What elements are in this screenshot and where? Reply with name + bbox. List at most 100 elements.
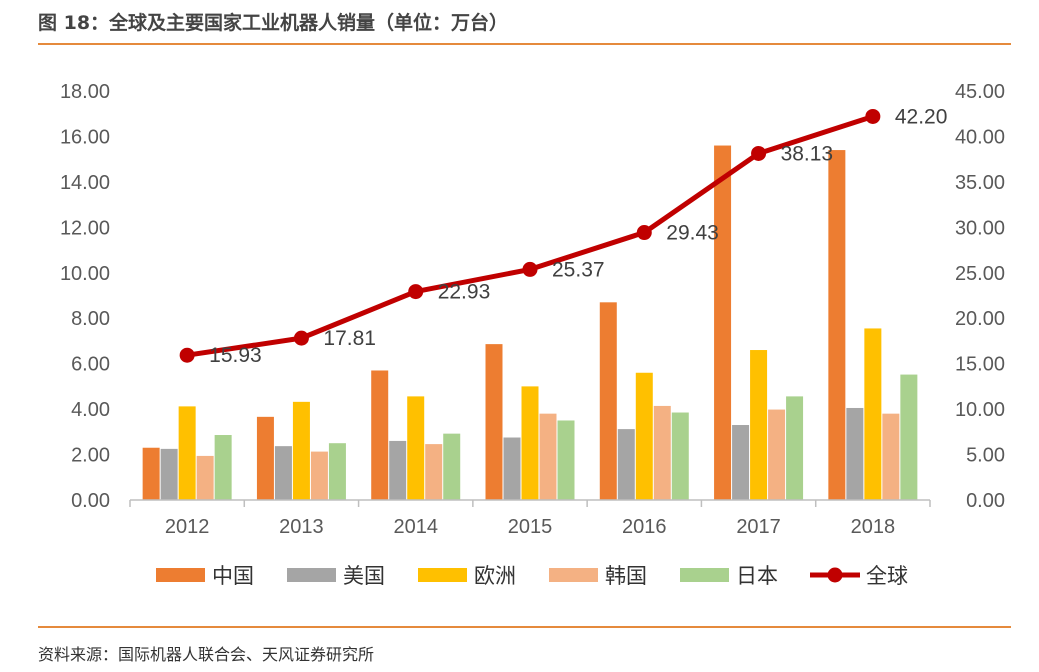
bar-中国-2017 — [714, 145, 732, 501]
source-note: 资料来源：国际机器人联合会、天风证券研究所 — [38, 645, 375, 664]
legend-swatch-中国 — [156, 568, 205, 582]
legend: 中国 美国 欧洲 韩国 日本 全球 — [156, 564, 908, 588]
category-label: 2014 — [393, 516, 438, 538]
bar-美国-2012 — [160, 448, 178, 500]
category-label: 2018 — [851, 516, 896, 538]
bar-美国-2015 — [503, 437, 521, 500]
left-tick-label: 6.00 — [71, 354, 110, 376]
global-line-series: 15.93 17.81 22.93 25.37 29.43 38.13 42.20 — [179, 105, 948, 367]
bar-日本-2015 — [557, 420, 575, 500]
bar-美国-2013 — [274, 446, 292, 500]
bar-欧洲-2017 — [750, 350, 768, 500]
legend-swatch-日本 — [680, 568, 729, 582]
bar-韩国-2016 — [653, 405, 671, 500]
right-tick-label: 5.00 — [966, 445, 1005, 467]
bar-欧洲-2016 — [635, 372, 653, 500]
legend-label: 美国 — [343, 564, 385, 588]
left-tick-label: 14.00 — [60, 172, 110, 194]
legend-label: 全球 — [866, 564, 908, 588]
global-point-2014 — [408, 284, 424, 300]
left-tick-label: 4.00 — [71, 399, 110, 421]
category-label: 2012 — [165, 516, 210, 538]
bar-韩国-2013 — [310, 451, 328, 500]
right-tick-label: 0.00 — [966, 490, 1005, 512]
global-point-2013 — [293, 330, 309, 346]
bar-日本-2014 — [443, 433, 461, 500]
left-tick-label: 8.00 — [71, 308, 110, 330]
right-tick-label: 30.00 — [955, 217, 1005, 239]
legend-swatch-韩国 — [549, 568, 598, 582]
global-data-label: 25.37 — [552, 258, 605, 281]
right-tick-label: 40.00 — [955, 126, 1005, 148]
global-line — [184, 113, 876, 358]
legend-label: 韩国 — [605, 564, 647, 588]
left-axis-ticks: 0.00 2.00 4.00 6.00 8.00 10.00 12.00 14.00 16.00… — [60, 81, 110, 512]
figure-title: 图 18：全球及主要国家工业机器人销量（单位：万台） — [38, 12, 509, 34]
global-point-2018 — [865, 108, 881, 124]
bar-中国-2016 — [599, 302, 617, 500]
right-axis-ticks: 0.00 5.00 10.00 15.00 20.00 25.00 30.00 35.00 40… — [955, 81, 1005, 512]
global-point-2012 — [179, 347, 195, 363]
legend-swatch-美国 — [287, 568, 336, 582]
legend-label: 中国 — [212, 564, 254, 588]
bar-欧洲-2018 — [864, 328, 882, 500]
bar-美国-2017 — [732, 425, 750, 500]
footer-divider — [38, 626, 1011, 628]
global-data-label: 29.43 — [666, 222, 719, 245]
bar-中国-2012 — [142, 447, 160, 500]
bar-欧洲-2013 — [292, 401, 310, 500]
left-tick-label: 0.00 — [71, 490, 110, 512]
category-label: 2017 — [736, 516, 781, 538]
right-tick-label: 15.00 — [955, 354, 1005, 376]
global-data-label: 38.13 — [781, 142, 834, 165]
title-divider — [38, 43, 1011, 45]
left-tick-label: 12.00 — [60, 217, 110, 239]
left-tick-label: 16.00 — [60, 126, 110, 148]
bar-韩国-2017 — [768, 409, 786, 500]
global-data-label: 42.20 — [895, 105, 948, 128]
legend-marker-global — [827, 567, 843, 583]
right-tick-label: 25.00 — [955, 263, 1005, 285]
bar-韩国-2012 — [196, 455, 214, 500]
left-tick-label: 10.00 — [60, 263, 110, 285]
left-tick-label: 18.00 — [60, 81, 110, 103]
bar-欧洲-2014 — [407, 396, 425, 500]
left-tick-label: 2.00 — [71, 445, 110, 467]
legend-label: 日本 — [736, 564, 778, 588]
bar-日本-2018 — [900, 374, 918, 500]
bar-美国-2018 — [846, 407, 864, 500]
right-tick-label: 10.00 — [955, 399, 1005, 421]
global-point-2015 — [522, 261, 538, 277]
global-data-label: 22.93 — [438, 281, 491, 304]
global-data-label: 17.81 — [323, 327, 376, 350]
bar-中国-2018 — [828, 150, 846, 501]
category-label: 2013 — [279, 516, 324, 538]
global-data-label: 15.93 — [209, 344, 262, 367]
global-point-2016 — [636, 225, 652, 241]
bar-日本-2017 — [786, 396, 804, 500]
bar-欧洲-2012 — [178, 406, 196, 500]
x-axis — [129, 499, 931, 507]
bar-欧洲-2015 — [521, 386, 539, 500]
bar-美国-2016 — [617, 429, 635, 500]
bar-韩国-2014 — [425, 444, 443, 500]
global-point-2017 — [751, 145, 767, 161]
legend-label: 欧洲 — [474, 564, 516, 588]
bar-中国-2015 — [485, 344, 503, 500]
right-tick-label: 45.00 — [955, 81, 1005, 103]
bar-日本-2013 — [328, 443, 346, 500]
bar-series — [142, 145, 918, 501]
bar-美国-2014 — [389, 440, 407, 500]
right-tick-label: 35.00 — [955, 172, 1005, 194]
category-label: 2016 — [622, 516, 667, 538]
category-label: 2015 — [508, 516, 553, 538]
bar-中国-2013 — [256, 416, 274, 500]
bar-中国-2014 — [371, 370, 389, 500]
bar-韩国-2015 — [539, 413, 557, 500]
bar-韩国-2018 — [882, 413, 900, 500]
bar-日本-2012 — [214, 435, 232, 500]
x-axis-labels: 2012 2013 2014 2015 2016 2017 2018 — [165, 516, 895, 538]
right-tick-label: 20.00 — [955, 308, 1005, 330]
legend-swatch-欧洲 — [418, 568, 467, 582]
